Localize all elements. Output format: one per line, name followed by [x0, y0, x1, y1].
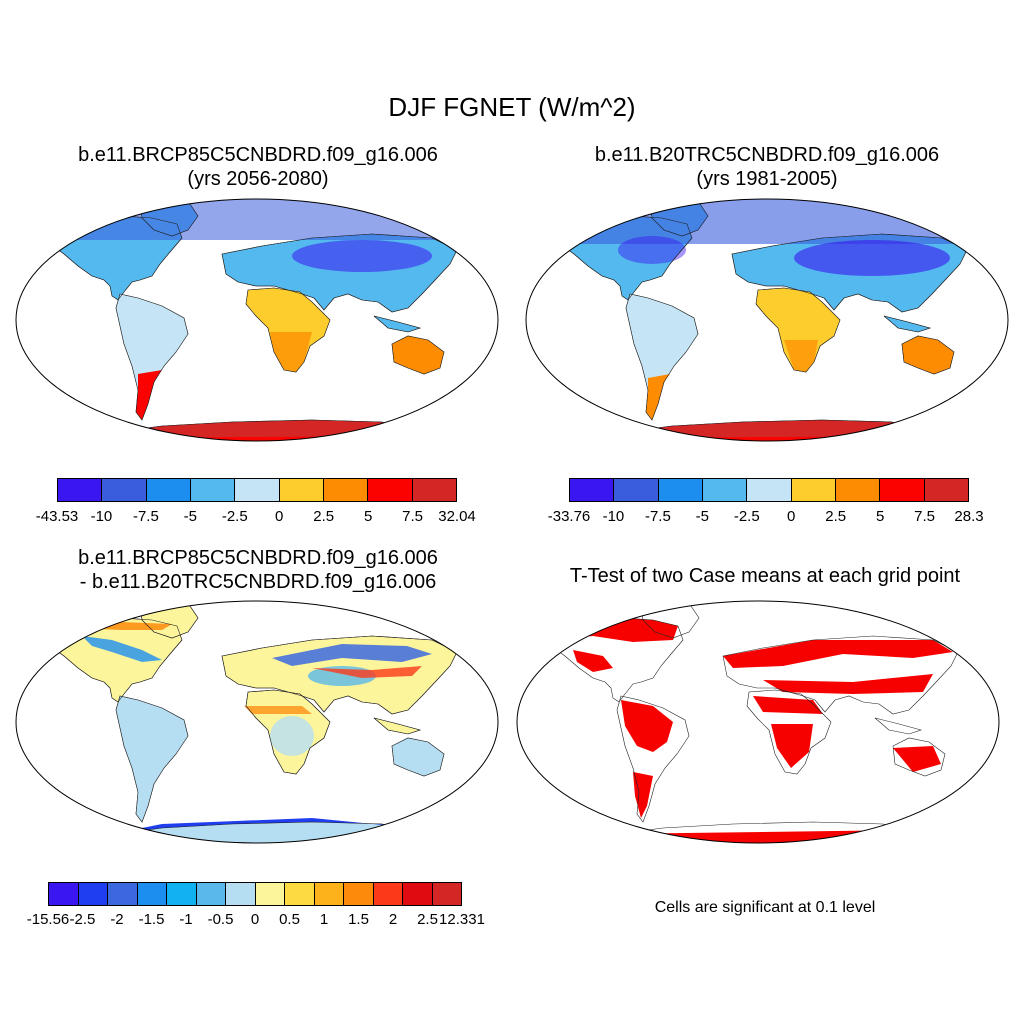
colorbar-tick-label: 2 — [388, 911, 398, 928]
colorbar-swatch — [226, 883, 256, 905]
colorbar-swatch — [137, 883, 167, 905]
colorbar-tick-label: -0.5 — [207, 911, 234, 928]
panel-3-colorbar-labels: -15.56 -2.5 -2 -1.5 -1 -0.5 0 0.5 1 1.5 2 2.5 12.331 — [27, 911, 485, 929]
colorbar-swatch — [196, 883, 226, 905]
colorbar-swatch — [791, 479, 836, 501]
colorbar-tick-label: 0 — [275, 508, 284, 525]
colorbar-swatch — [658, 479, 703, 501]
colorbar-tick-label: 0.5 — [279, 911, 300, 928]
colorbar-swatch — [235, 479, 280, 501]
panel-2-title: b.e11.B20TRC5CNBDRD.f09_g16.006 (yrs 198… — [527, 143, 1007, 191]
colorbar-tick-label: -10 — [602, 508, 625, 525]
colorbar-swatch — [314, 883, 344, 905]
colorbar-swatch — [412, 479, 456, 501]
colorbar-tick-label: 0 — [787, 508, 796, 525]
colorbar-swatch — [167, 883, 197, 905]
colorbar-swatch — [323, 479, 369, 501]
colorbar-tick-label: -2 — [110, 911, 124, 928]
colorbar-swatch — [279, 479, 324, 501]
panel-1-colorbar — [57, 478, 457, 502]
colorbar-tick-label: 1.5 — [348, 911, 369, 928]
panel-2-title-line2: (yrs 1981-2005) — [696, 168, 838, 190]
colorbar-tick-label: 12.331 — [439, 911, 485, 928]
panel-2-title-line1: b.e11.B20TRC5CNBDRD.f09_g16.006 — [594, 144, 940, 166]
colorbar-tick-label: -43.53 — [35, 508, 79, 525]
colorbar-swatch — [835, 479, 881, 501]
colorbar-tick-label: -7.5 — [132, 508, 159, 525]
colorbar-tick-label: -15.56 — [26, 911, 70, 928]
panel-1-title-line2: (yrs 2056-2080) — [187, 168, 329, 190]
colorbar-swatch — [432, 883, 461, 905]
panel-1-title-line1: b.e11.BRCP85C5CNBDRD.f09_g16.006 — [78, 144, 438, 166]
colorbar-tick-label: -2.5 — [69, 911, 96, 928]
panel-1-colorbar-labels: -43.53 -10 -7.5 -5 -2.5 0 2.5 5 7.5 32.04 — [36, 508, 476, 526]
colorbar-swatch — [108, 883, 138, 905]
colorbar-swatch — [58, 479, 103, 501]
colorbar-tick-label: 1 — [319, 911, 329, 928]
colorbar-tick-label: 2.5 — [825, 508, 847, 525]
colorbar-swatch — [614, 479, 659, 501]
colorbar-tick-label: 2.5 — [417, 911, 438, 928]
colorbar-swatch — [285, 883, 315, 905]
colorbar-swatch — [78, 883, 108, 905]
colorbar-swatch — [747, 479, 792, 501]
panel-1-title: b.e11.BRCP85C5CNBDRD.f09_g16.006 (yrs 20… — [18, 143, 498, 191]
colorbar-swatch — [403, 883, 433, 905]
panel-3-title-line2: - b.e11.B20TRC5CNBDRD.f09_g16.006 — [79, 571, 437, 593]
colorbar-tick-label: -10 — [90, 508, 113, 525]
colorbar-swatch — [255, 883, 285, 905]
colorbar-swatch — [190, 479, 236, 501]
colorbar-tick-label: -1.5 — [138, 911, 165, 928]
panel-4-title-line1: T-Test of two Case means at each grid po… — [569, 565, 961, 587]
colorbar-tick-label: -5 — [695, 508, 709, 525]
colorbar-swatch — [368, 479, 413, 501]
colorbar-swatch — [373, 883, 403, 905]
colorbar-tick-label: 28.3 — [954, 508, 984, 525]
panel-2-colorbar — [569, 478, 969, 502]
colorbar-tick-label: -2.5 — [221, 508, 248, 525]
colorbar-swatch — [924, 479, 968, 501]
panel-3-colorbar — [48, 882, 462, 906]
panel-3-map — [15, 600, 499, 844]
colorbar-tick-label: -2.5 — [733, 508, 760, 525]
colorbar-swatch — [146, 479, 191, 501]
significance-note: Cells are significant at 0.1 level — [654, 899, 876, 916]
colorbar-tick-label: 7.5 — [402, 508, 423, 525]
colorbar-tick-label: 32.04 — [438, 508, 476, 525]
colorbar-tick-label: -1 — [179, 911, 193, 928]
colorbar-tick-label: -5 — [183, 508, 197, 525]
figure-title: DJF FGNET (W/m^2) — [388, 92, 636, 122]
panel-2-colorbar-labels: -33.76 -10 -7.5 -5 -2.5 0 2.5 5 7.5 28.3 — [548, 508, 984, 526]
colorbar-swatch — [570, 479, 615, 501]
colorbar-tick-label: 5 — [363, 508, 373, 525]
panel-4-map — [516, 600, 1000, 844]
colorbar-swatch — [102, 479, 147, 501]
colorbar-tick-label: 7.5 — [914, 508, 935, 525]
colorbar-swatch — [49, 883, 79, 905]
panel-2-map — [525, 198, 1009, 442]
panel-4-title: T-Test of two Case means at each grid po… — [510, 564, 1020, 588]
colorbar-swatch — [880, 479, 925, 501]
panel-3-title: b.e11.BRCP85C5CNBDRD.f09_g16.006 - b.e11… — [18, 546, 498, 594]
colorbar-swatch — [702, 479, 748, 501]
panel-1-map — [15, 198, 499, 442]
colorbar-tick-label: -7.5 — [644, 508, 671, 525]
colorbar-swatch — [344, 883, 374, 905]
colorbar-tick-label: 0 — [250, 911, 260, 928]
colorbar-tick-label: -33.76 — [547, 508, 591, 525]
colorbar-tick-label: 5 — [875, 508, 885, 525]
panel-3-title-line1: b.e11.BRCP85C5CNBDRD.f09_g16.006 — [78, 547, 438, 569]
colorbar-tick-label: 2.5 — [313, 508, 335, 525]
